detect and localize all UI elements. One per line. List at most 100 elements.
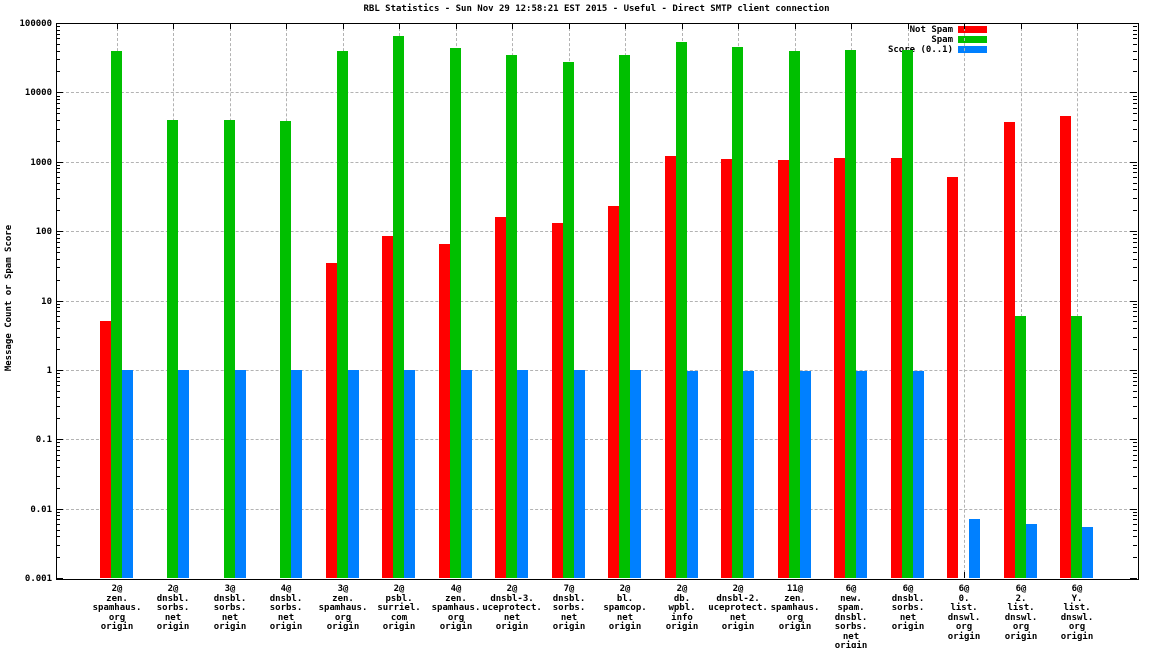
y-axis-minor-tick: [56, 34, 60, 35]
bar-spam-12: [789, 51, 800, 578]
gridline-vertical: [1077, 23, 1078, 578]
y-axis-minor-tick: [56, 460, 60, 461]
x-category-label: 3@ dnsbl. sorbs. net origin: [213, 584, 247, 632]
x-category-label: 2@ dnsbl-2. uceprotect. net origin: [708, 584, 768, 632]
y-tick-label: 0.1: [35, 435, 52, 445]
x-axis-top-tick: [230, 23, 231, 29]
y-axis-tick: [56, 370, 63, 371]
y-axis-minor-tick: [56, 450, 60, 451]
bar-score-0-1--6: [461, 370, 472, 578]
y-axis-minor-tick: [1133, 557, 1137, 558]
bar-not-spam-5: [382, 236, 393, 578]
y-axis-minor-tick: [56, 168, 60, 169]
bar-not-spam-10: [665, 156, 676, 578]
x-axis-top-tick: [456, 23, 457, 29]
bar-not-spam-17: [1060, 116, 1071, 578]
y-axis-minor-tick: [56, 515, 60, 516]
x-category-label: 2@ dnsbl-3. uceprotect. net origin: [482, 584, 542, 632]
y-axis-minor-tick: [1133, 183, 1137, 184]
y-tick-label: 10000: [24, 88, 52, 98]
y-axis-minor-tick: [56, 536, 60, 537]
y-axis-minor-tick: [1133, 96, 1137, 97]
y-axis-minor-tick: [56, 373, 60, 374]
bar-spam-4: [337, 51, 348, 578]
bar-not-spam-14: [891, 158, 902, 578]
y-axis-minor-tick: [1133, 545, 1137, 546]
y-axis-minor-tick: [1133, 165, 1137, 166]
x-axis-bottom-tick: [964, 572, 965, 578]
y-axis-minor-tick: [1133, 377, 1137, 378]
bar-score-0-1--15: [969, 519, 980, 578]
y-axis-minor-tick: [1133, 373, 1137, 374]
y-axis-minor-tick: [56, 189, 60, 190]
bar-score-0-1--13: [856, 371, 867, 578]
bar-not-spam-4: [326, 263, 337, 578]
y-axis-minor-tick: [1133, 172, 1137, 173]
x-category-label: 6@ Y. list. dnswl. org origin: [1060, 584, 1094, 642]
y-axis-minor-tick: [56, 120, 60, 121]
y-axis-minor-tick: [1133, 189, 1137, 190]
y-axis-minor-tick: [56, 108, 60, 109]
y-axis-tick: [1130, 231, 1137, 232]
y-axis-minor-tick: [1133, 307, 1137, 308]
y-axis-minor-tick: [56, 129, 60, 130]
y-axis-minor-tick: [1133, 530, 1137, 531]
bar-spam-10: [676, 42, 687, 578]
x-category-label: 3@ zen. spamhaus. org origin: [318, 584, 368, 632]
y-axis-tick: [1130, 92, 1137, 93]
legend-label-score: Score (0..1): [887, 45, 953, 55]
y-axis-minor-tick: [1133, 99, 1137, 100]
y-axis-minor-tick: [56, 267, 60, 268]
gridline-vertical: [964, 23, 965, 578]
y-axis-minor-tick: [56, 406, 60, 407]
y-axis-minor-tick: [1133, 446, 1137, 447]
bar-spam-9: [619, 55, 630, 578]
legend-swatch-spam-icon: [958, 36, 987, 43]
y-axis-minor-tick: [1133, 71, 1137, 72]
x-axis-top-tick: [1021, 23, 1022, 29]
bar-score-0-1--14: [913, 371, 924, 578]
y-axis-minor-tick: [1133, 259, 1137, 260]
y-axis-minor-tick: [56, 51, 60, 52]
y-axis-minor-tick: [56, 247, 60, 248]
x-axis-top-tick: [343, 23, 344, 29]
y-axis-minor-tick: [1133, 512, 1137, 513]
y-axis-minor-tick: [1133, 381, 1137, 382]
y-axis-minor-tick: [56, 391, 60, 392]
legend-label-spam: Spam: [931, 35, 953, 45]
gridline-horizontal: [56, 439, 1137, 440]
y-axis-minor-tick: [1133, 247, 1137, 248]
y-axis-minor-tick: [1133, 418, 1137, 419]
x-axis-top-tick: [964, 23, 965, 29]
bar-spam-8: [563, 62, 574, 578]
y-tick-label: 100: [35, 227, 52, 237]
x-category-label: 6@ dnsbl. sorbs. net origin: [891, 584, 925, 632]
y-axis-minor-tick: [1133, 238, 1137, 239]
x-axis-top-tick: [399, 23, 400, 29]
y-axis-minor-tick: [1133, 515, 1137, 516]
y-axis-minor-tick: [56, 307, 60, 308]
y-axis-minor-tick: [56, 337, 60, 338]
bar-score-0-1--3: [291, 370, 302, 578]
bar-score-0-1--12: [800, 371, 811, 578]
y-axis-minor-tick: [56, 442, 60, 443]
y-axis-minor-tick: [56, 476, 60, 477]
bar-score-0-1--11: [743, 371, 754, 578]
y-axis-minor-tick: [56, 165, 60, 166]
y-axis-minor-tick: [1133, 177, 1137, 178]
x-axis-top-tick: [1077, 23, 1078, 29]
y-axis-minor-tick: [1133, 524, 1137, 525]
y-axis-minor-tick: [56, 488, 60, 489]
y-axis-tick: [56, 231, 63, 232]
y-axis-minor-tick: [56, 397, 60, 398]
x-axis-top-tick: [682, 23, 683, 29]
y-axis-minor-tick: [1133, 267, 1137, 268]
y-axis-minor-tick: [56, 71, 60, 72]
y-axis-minor-tick: [1133, 34, 1137, 35]
bar-spam-3: [280, 121, 291, 578]
y-axis-minor-tick: [56, 198, 60, 199]
bar-score-0-1--0: [122, 370, 133, 578]
gridline-horizontal: [56, 231, 1137, 232]
bar-spam-2: [224, 120, 235, 578]
